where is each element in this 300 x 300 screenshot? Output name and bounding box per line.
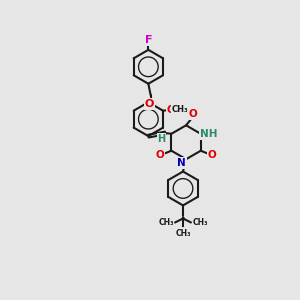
Text: O: O [189,109,197,119]
Text: F: F [145,35,152,45]
Text: H: H [158,134,166,144]
Text: N: N [177,158,186,168]
Text: CH₃: CH₃ [158,218,174,227]
Text: O: O [208,150,217,160]
Text: CH₃: CH₃ [175,229,191,238]
Text: O: O [155,150,164,160]
Text: CH₃: CH₃ [192,218,208,227]
Text: NH: NH [200,129,217,139]
Text: O: O [144,99,154,109]
Text: CH₃: CH₃ [172,105,188,114]
Text: O: O [167,105,175,115]
